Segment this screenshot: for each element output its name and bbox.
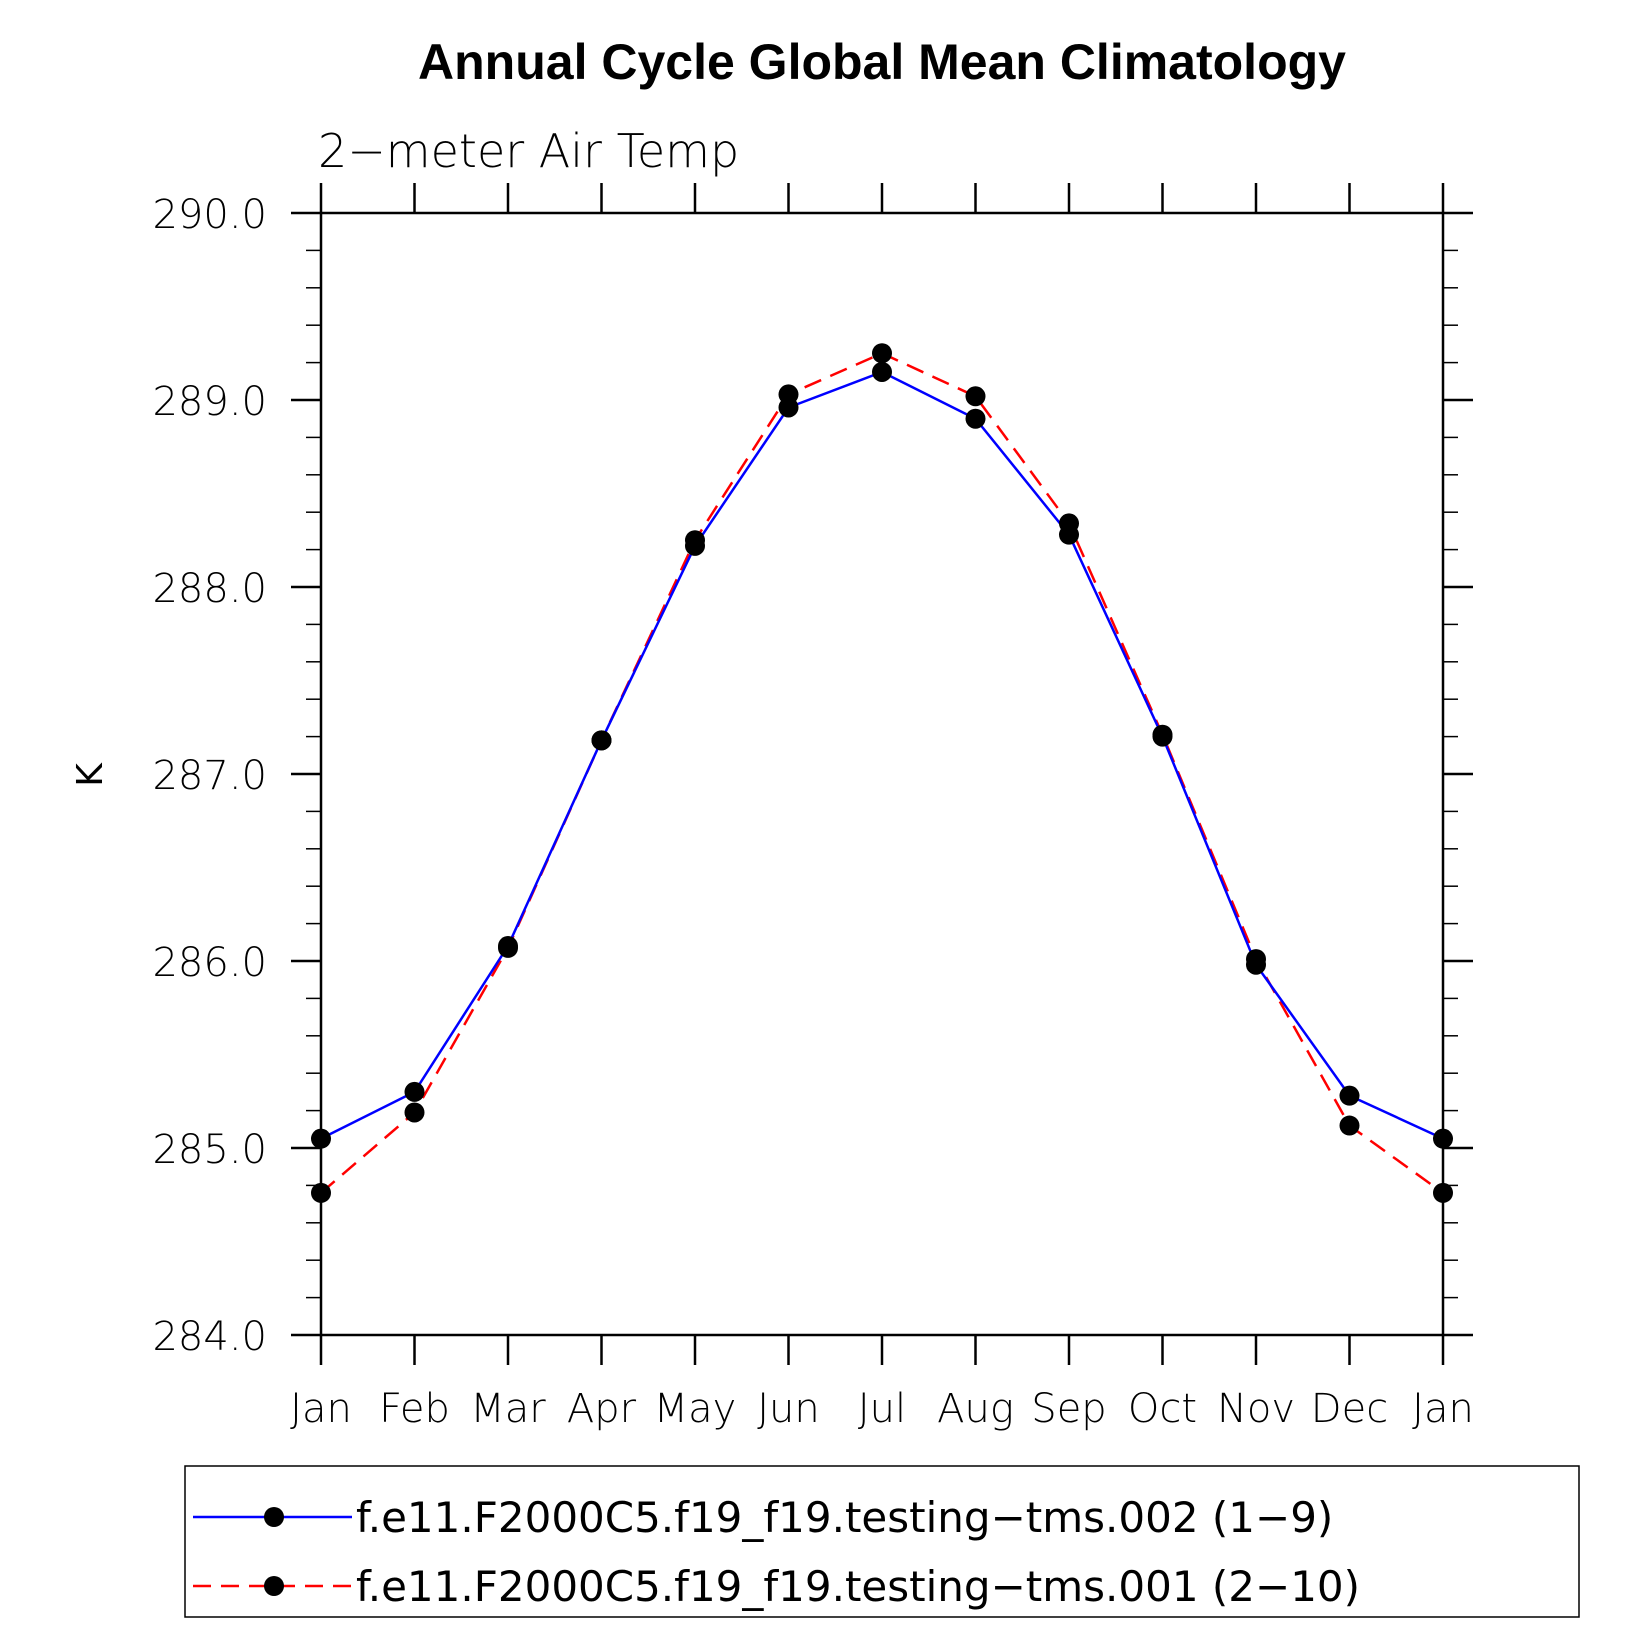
- x-tick-label: Oct: [1128, 1386, 1197, 1432]
- chart-subtitle: 2−meter Air Temp: [318, 124, 739, 178]
- y-tick-labels: 284.0 285.0 286.0 287.0 288.0 289.0 290.0: [152, 192, 267, 1360]
- data-point: [311, 1128, 331, 1149]
- x-tick-label: Nov: [1217, 1386, 1295, 1432]
- y-tick-label: 286.0: [152, 940, 267, 986]
- data-point: [1433, 1128, 1453, 1149]
- data-point: [1059, 513, 1079, 534]
- y-tick-label: 287.0: [152, 753, 267, 799]
- series: [320, 370, 1444, 1140]
- data-point: [311, 1182, 331, 1203]
- legend-marker: [264, 1576, 284, 1596]
- legend: f.e11.F2000C5.f19_f19.testing−tms.002 (1…: [184, 1465, 1580, 1618]
- data-point: [685, 530, 705, 551]
- x-tick-label: Jan: [1412, 1386, 1474, 1432]
- x-tick-label: Jul: [858, 1386, 906, 1432]
- y-axis-label: K: [70, 762, 111, 787]
- x-tick-label: Apr: [567, 1386, 637, 1432]
- data-point: [404, 1102, 425, 1123]
- legend-marker: [264, 1507, 284, 1527]
- y-tick-label: 284.0: [152, 1314, 267, 1360]
- data-point: [591, 730, 612, 751]
- data-point: [1246, 949, 1266, 970]
- data-point: [872, 343, 892, 364]
- series-markers: [311, 343, 1453, 1203]
- x-tick-labels: Jan Feb Mar Apr May Jun Jul Aug Sep Oct Nov Dec Jan: [290, 1386, 1474, 1432]
- x-tick-label: Sep: [1031, 1386, 1106, 1432]
- legend-box: [184, 1465, 1580, 1618]
- data-point: [1152, 724, 1173, 745]
- data-point: [1433, 1182, 1453, 1203]
- x-tick-label: Feb: [379, 1386, 450, 1432]
- legend-entry: f.e11.F2000C5.f19_f19.testing−tms.002 (1…: [193, 1493, 1333, 1542]
- x-tick-label: Mar: [470, 1386, 546, 1432]
- y-tick-label: 288.0: [152, 566, 267, 612]
- data-point: [1339, 1115, 1360, 1136]
- series-line: [320, 351, 1444, 1194]
- data-point: [778, 384, 799, 405]
- x-tick-label: Jun: [757, 1386, 820, 1432]
- x-tick-label: Dec: [1311, 1386, 1388, 1432]
- y-tick-label: 289.0: [152, 379, 267, 425]
- series: [320, 351, 1444, 1194]
- data-point: [498, 937, 518, 958]
- data-point: [1339, 1085, 1360, 1106]
- x-tick-label: Jan: [290, 1386, 352, 1432]
- chart-title: Annual Cycle Global Mean Climatology: [418, 34, 1346, 90]
- y-tick-label: 290.0: [152, 192, 267, 238]
- data-point: [872, 361, 892, 382]
- series-layer: [311, 343, 1453, 1203]
- data-point: [404, 1081, 425, 1102]
- data-point: [965, 408, 986, 429]
- y-tick-label: 285.0: [152, 1127, 267, 1173]
- legend-label: f.e11.F2000C5.f19_f19.testing−tms.001 (2…: [356, 1562, 1360, 1611]
- data-point: [965, 386, 986, 407]
- legend-entry: f.e11.F2000C5.f19_f19.testing−tms.001 (2…: [193, 1562, 1360, 1611]
- x-tick-label: Aug: [937, 1386, 1014, 1432]
- axis-ticks: [291, 183, 1473, 1365]
- series-markers: [311, 361, 1453, 1149]
- series-line: [320, 370, 1444, 1140]
- x-tick-label: May: [654, 1386, 737, 1432]
- legend-label: f.e11.F2000C5.f19_f19.testing−tms.002 (1…: [356, 1493, 1333, 1542]
